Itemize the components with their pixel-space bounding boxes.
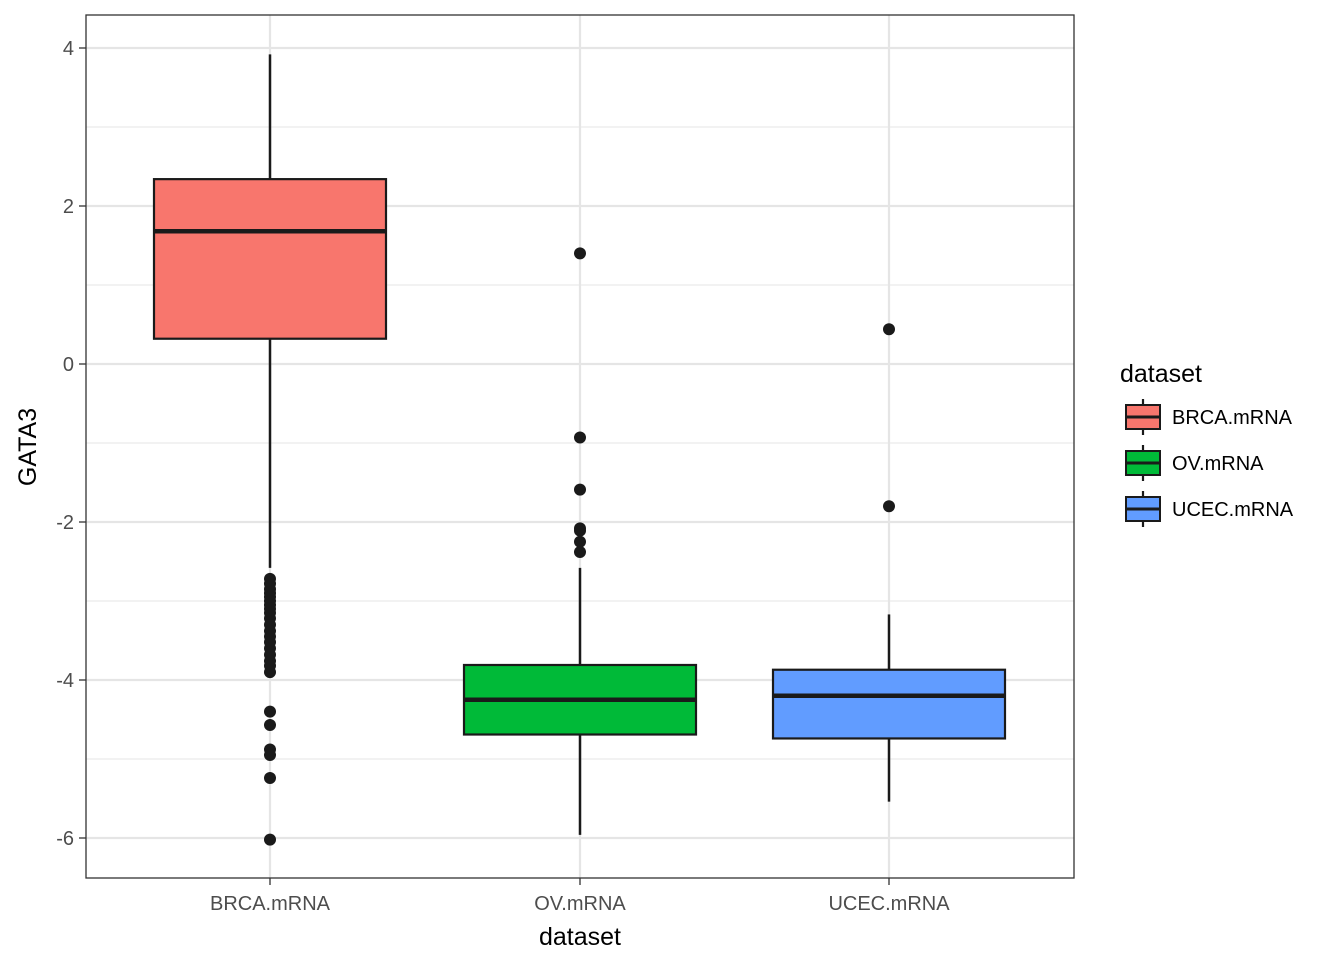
y-tick-label: 4 [63, 38, 74, 60]
outlier-point [264, 833, 276, 846]
y-tick-label: -2 [56, 512, 74, 534]
legend-item-brca-mrna: BRCA.mRNA [1125, 399, 1293, 435]
legend-label: UCEC.mRNA [1172, 499, 1294, 521]
x-tick-label: UCEC.mRNA [828, 893, 950, 915]
x-tick-label: BRCA.mRNA [210, 893, 331, 915]
outlier-point [264, 719, 276, 732]
outlier-point [574, 431, 586, 444]
x-axis: BRCA.mRNA OV.mRNA UCEC.mRNA [210, 878, 950, 915]
legend-label: BRCA.mRNA [1172, 407, 1293, 429]
y-tick-label: -6 [56, 828, 74, 850]
box-group-ucec-mrna [771, 323, 1007, 802]
outlier-point [264, 771, 276, 784]
box-group-brca-mrna [152, 54, 388, 846]
outlier-point [574, 483, 586, 496]
y-tick-label: 0 [63, 354, 74, 376]
legend-title: dataset [1120, 360, 1202, 388]
outlier-point [264, 666, 276, 679]
outlier-point [883, 500, 895, 513]
box [152, 178, 388, 340]
legend-item-ov-mrna: OV.mRNA [1125, 445, 1264, 481]
boxes [152, 54, 1007, 846]
outlier-point [574, 247, 586, 260]
y-axis-title: GATA3 [14, 408, 42, 486]
outlier-point [264, 705, 276, 718]
outlier-point [574, 524, 586, 537]
y-tick-label: -4 [56, 670, 74, 692]
x-axis-title: dataset [539, 923, 621, 951]
outlier-point [574, 535, 586, 548]
box-group-ov-mrna [462, 247, 698, 835]
box [771, 668, 1007, 740]
legend-item-ucec-mrna: UCEC.mRNA [1125, 491, 1294, 527]
y-tick-label: 2 [63, 196, 74, 218]
outlier-point [264, 749, 276, 762]
y-axis: 4 2 0 -2 -4 -6 [56, 38, 86, 850]
outlier-point [574, 546, 586, 559]
legend: dataset BRCA.mRNA OV.mRNA UCEC.mRNA [1120, 360, 1294, 527]
legend-label: OV.mRNA [1172, 453, 1264, 475]
outlier-point [883, 323, 895, 336]
x-tick-label: OV.mRNA [534, 893, 626, 915]
